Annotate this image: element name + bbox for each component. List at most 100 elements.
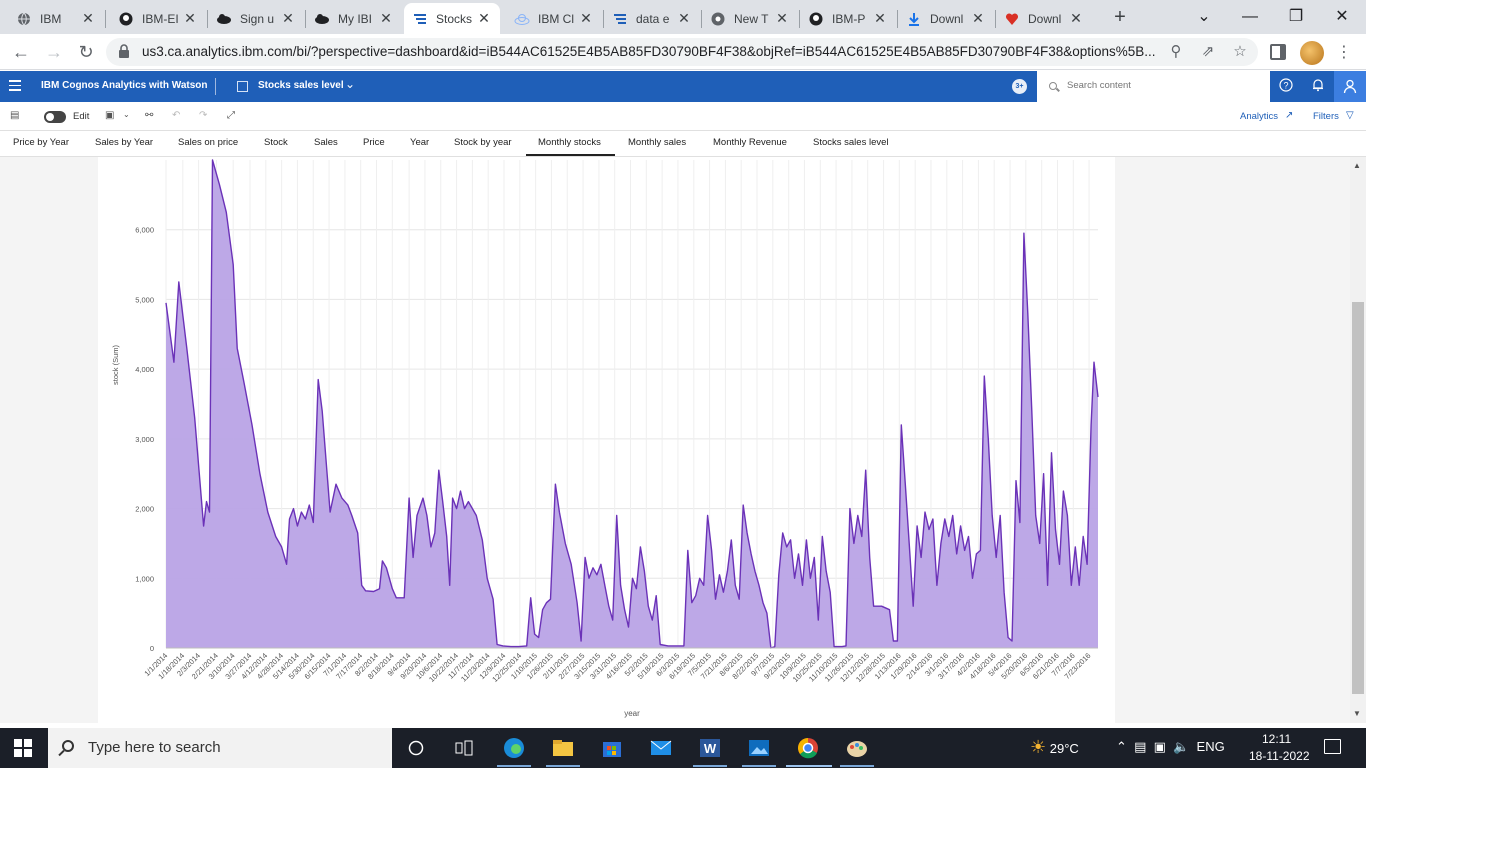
chevron-up-icon[interactable]: ⌃ [1116,739,1127,754]
side-panel-icon[interactable] [1270,44,1286,60]
back-icon[interactable]: ← [12,42,30,62]
tab-price[interactable]: Price [363,137,385,148]
tab-monthly-stocks[interactable]: Monthly stocks [538,137,601,148]
address-bar[interactable]: us3.ca.analytics.ibm.com/bi/?perspective… [106,38,1258,66]
tab-year[interactable]: Year [410,137,430,148]
bell-icon[interactable] [1310,78,1326,94]
scroll-down-icon[interactable]: ▼ [1353,709,1361,718]
browser-tab-title: Downl [930,11,964,26]
tab-sales-by-year[interactable]: Sales by Year [95,137,154,148]
tab-stocks-sales-level[interactable]: Stocks sales level [813,137,889,148]
system-tray[interactable]: ⌃ ▤ ▣ 🔈 ENG [1116,739,1225,754]
area-chart[interactable]: 01,0002,0003,0004,0005,0006,0001/1/20141… [98,157,1115,723]
bookmark-star-icon[interactable]: ☆ [1233,43,1247,60]
search-input[interactable] [1067,80,1257,91]
close-tab-icon[interactable]: ✕ [580,10,592,26]
store-icon[interactable] [599,736,625,760]
close-tab-icon[interactable]: ✕ [184,10,196,26]
stock-line[interactable] [165,159,1099,649]
save-icon[interactable]: ▣ [105,110,115,121]
hamburger-menu-icon[interactable] [9,80,21,92]
edit-toggle[interactable] [44,111,66,123]
url-text: us3.ca.analytics.ibm.com/bi/?perspective… [142,44,1156,59]
close-tab-icon[interactable]: ✕ [972,10,984,26]
restore-icon[interactable]: ❐ [1288,8,1304,25]
notification-count-badge[interactable]: 3+ [1012,79,1027,94]
chevron-down-icon[interactable]: ⌄ [123,110,130,119]
chart-widget[interactable]: 0 1,000 2,000 3,000 4,000 5,000 6,000 1/1/2014 1… [98,157,1115,723]
weather-sun-icon: ☀ [1030,737,1047,757]
share-icon[interactable]: ⚯ [145,110,154,121]
analytics-button[interactable]: Analytics [1240,111,1279,122]
browser-tab-title: IBM Cl [538,11,574,26]
browser-tab[interactable]: New T ✕ [702,3,798,34]
close-tab-icon[interactable]: ✕ [282,10,294,26]
browser-tab[interactable]: Stocks ✕ [404,3,500,34]
tab-sales[interactable]: Sales [314,137,338,148]
tab-search-icon[interactable]: ⌄ [1197,8,1211,25]
windows-start-icon[interactable] [14,739,32,757]
tab-monthly-sales[interactable]: Monthly sales [628,137,687,148]
edge-icon[interactable] [501,736,527,760]
browser-tab[interactable]: Sign u ✕ [208,3,304,34]
expand-icon[interactable]: ⤢ [227,110,235,121]
browser-tab[interactable]: IBM-EI ✕ [110,3,206,34]
browser-tab[interactable]: Downl ✕ [898,3,994,34]
taskbar-search-box[interactable]: Type here to search [48,728,392,768]
close-tab-icon[interactable]: ✕ [380,10,392,26]
help-icon[interactable]: ? [1278,78,1294,94]
dashboard-name[interactable]: Stocks sales level [258,80,344,91]
tab-stock[interactable]: Stock [264,137,288,148]
cortana-icon[interactable] [403,736,429,760]
chrome-icon[interactable] [795,736,821,760]
weather-widget[interactable]: ☀ 29°C [1030,737,1079,757]
redo-icon[interactable]: ↷ [199,110,208,121]
tab-stock-by-year[interactable]: Stock by year [454,137,512,148]
task-view-icon[interactable] [451,736,477,760]
comment-icon[interactable]: ▤ [10,110,20,121]
forward-icon[interactable]: → [45,42,63,62]
word-icon[interactable]: W [697,736,723,760]
tab-monthly-revenue[interactable]: Monthly Revenue [713,137,787,148]
scrollbar-thumb[interactable] [1352,302,1364,694]
browser-tab[interactable]: Downl ✕ [996,3,1092,34]
close-tab-icon[interactable]: ✕ [678,10,690,26]
browser-tab[interactable]: IBM Cl ✕ [506,3,602,34]
reload-icon[interactable]: ↻ [78,42,94,62]
browser-menu-icon[interactable]: ⋮ [1336,44,1352,61]
tab-sales-on-price[interactable]: Sales on price [178,137,239,148]
close-tab-icon[interactable]: ✕ [82,10,94,26]
undo-icon[interactable]: ↶ [172,110,181,121]
browser-tab[interactable]: My IBI ✕ [306,3,402,34]
close-tab-icon[interactable]: ✕ [874,10,886,26]
line-chart-icon[interactable]: ↗ [1285,110,1294,121]
chevron-down-icon[interactable]: ⌄ [345,77,356,91]
clock-date[interactable]: 18-11-2022 [1249,749,1310,763]
search-box[interactable] [1037,71,1270,102]
mail-icon[interactable] [648,736,674,760]
share-icon[interactable]: ⇗ [1201,43,1215,60]
user-account-button[interactable] [1334,71,1366,102]
vertical-scrollbar[interactable]: ▲ ▼ [1350,157,1366,723]
close-tab-icon[interactable]: ✕ [478,10,490,26]
profile-avatar[interactable] [1300,41,1324,65]
file-explorer-icon[interactable] [550,736,576,760]
paint-icon[interactable] [844,736,870,760]
filters-button[interactable]: Filters [1313,111,1339,122]
zoom-icon[interactable]: ⚲ [1170,43,1182,60]
stock-area[interactable] [166,160,1098,648]
minimize-icon[interactable]: — [1242,8,1258,25]
new-tab-icon[interactable]: + [1114,6,1126,28]
close-tab-icon[interactable]: ✕ [1070,10,1082,26]
scroll-up-icon[interactable]: ▲ [1353,161,1361,170]
close-tab-icon[interactable]: ✕ [776,10,788,26]
tab-price-by-year[interactable]: Price by Year [13,137,69,148]
clock-time[interactable]: 12:11 [1262,732,1292,746]
filter-icon[interactable]: ▽ [1346,110,1354,121]
photos-icon[interactable] [746,736,772,760]
browser-tab[interactable]: data e ✕ [604,3,700,34]
browser-tab[interactable]: IBM-P ✕ [800,3,896,34]
close-window-icon[interactable]: ✕ [1335,8,1349,25]
action-center-icon[interactable] [1324,739,1341,754]
browser-tab[interactable]: IBM ✕ [8,3,104,34]
